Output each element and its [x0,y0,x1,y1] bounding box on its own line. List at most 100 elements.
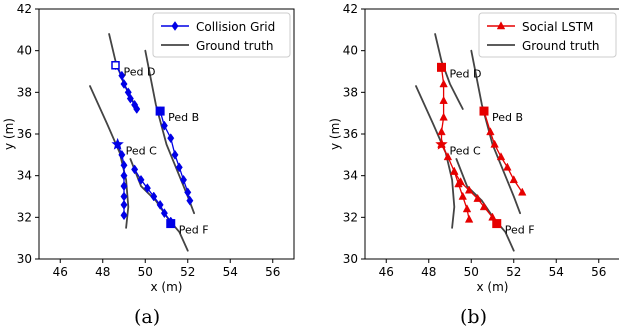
prediction-point [171,149,179,160]
start-marker [111,137,124,150]
ped-label: Ped C [450,144,481,157]
x-tick-label: 46 [53,265,68,279]
x-axis-label: x (m) [477,280,509,294]
prediction-point [120,79,128,89]
x-tick-label: 48 [421,265,436,279]
ped-label: Ped B [168,111,199,124]
start-marker [437,62,446,72]
prediction-point [143,183,151,194]
x-tick-label: 54 [549,265,564,279]
prediction-point [462,204,472,213]
prediction-point [439,79,448,88]
x-tick-label: 50 [464,265,479,279]
prediction-point [160,120,168,131]
prediction-point [118,70,126,81]
prediction-point [131,164,139,175]
prediction-point [439,112,448,121]
prediction-point [133,104,141,114]
prediction-point [486,127,495,136]
y-tick-label: 38 [17,85,32,99]
start-marker [166,219,176,229]
legend-box [478,12,617,58]
ped-label: Ped C [126,144,157,157]
ground-truth-line [455,158,515,252]
start-marker [111,61,120,70]
legend-label: Collision Grid [196,20,275,34]
legend-label: Ground truth [522,39,600,53]
y-tick-label: 32 [17,210,32,224]
prediction-point [120,160,128,171]
ped-label: Ped F [179,224,209,237]
y-tick-label: 34 [343,169,358,183]
legend-label: Social LSTM [522,20,593,34]
y-tick-label: 36 [343,127,358,141]
chart-panel-b: 46 48 50 52 54 56 30 32 34 36 38 40 42 x (m) y (m) Ped … [328,2,619,294]
x-tick-label: 48 [95,265,110,279]
ped-label: Ped B [492,111,523,124]
ground-truth-line [434,33,464,110]
prediction-point [458,191,467,200]
prediction-point [120,199,128,210]
prediction-point [156,199,164,210]
prediction-point [439,95,448,104]
y-tick-label: 42 [17,2,32,16]
start-marker [155,106,165,116]
ped-label: Ped D [450,67,482,80]
chart-panel-a: 46 48 50 52 54 56 30 32 34 36 38 40 42 x (m) y (m) Ped … [2,2,295,294]
prediction-point [179,174,188,185]
x-tick-label: 56 [591,265,606,279]
prediction-point [126,93,134,104]
prediction-point [490,139,499,148]
ground-truth-line [415,85,456,229]
prediction-point [150,191,158,202]
start-marker [479,106,489,116]
prediction-point [184,187,192,198]
x-tick-label: 46 [379,265,394,279]
prediction-point [464,185,474,194]
prediction-point [503,162,512,171]
y-tick-label: 42 [343,2,358,16]
prediction-point [167,133,175,144]
x-tick-label: 56 [265,265,280,279]
x-tick-label: 52 [180,265,195,279]
y-tick-label: 40 [343,44,358,58]
prediction-point [120,170,128,181]
prediction-point [120,181,128,192]
prediction-point [450,166,459,175]
prediction-point [456,177,465,186]
prediction-point [479,202,489,211]
y-tick-label: 36 [17,127,32,141]
legend-box [152,12,291,58]
prediction-point [509,175,518,184]
y-tick-label: 30 [17,252,32,266]
caption-b: (b) [460,306,487,328]
x-axis-label: x (m) [151,280,183,294]
prediction-point [120,210,128,221]
y-tick-label: 34 [17,169,32,183]
prediction-point [473,193,482,202]
y-axis-label: y (m) [2,118,16,150]
legend-label: Ground truth [196,39,274,53]
legend-marker [171,21,179,31]
y-tick-label: 38 [343,85,358,99]
prediction-point [175,162,183,173]
start-marker [435,137,448,150]
start-marker [492,219,502,229]
prediction-point [137,174,145,185]
prediction-point [120,191,128,202]
prediction-point [186,195,194,206]
ped-label: Ped F [505,224,535,237]
prediction-point [118,149,126,160]
prediction-point [160,208,168,219]
legend-marker [496,21,506,30]
prediction-point [496,152,506,161]
x-tick-label: 52 [506,265,521,279]
prediction-point [443,152,453,161]
prediction-point [464,214,474,223]
y-tick-label: 32 [343,210,358,224]
caption-a: (a) [134,306,161,328]
x-tick-label: 54 [223,265,238,279]
prediction-point [518,187,527,196]
x-tick-label: 50 [138,265,153,279]
